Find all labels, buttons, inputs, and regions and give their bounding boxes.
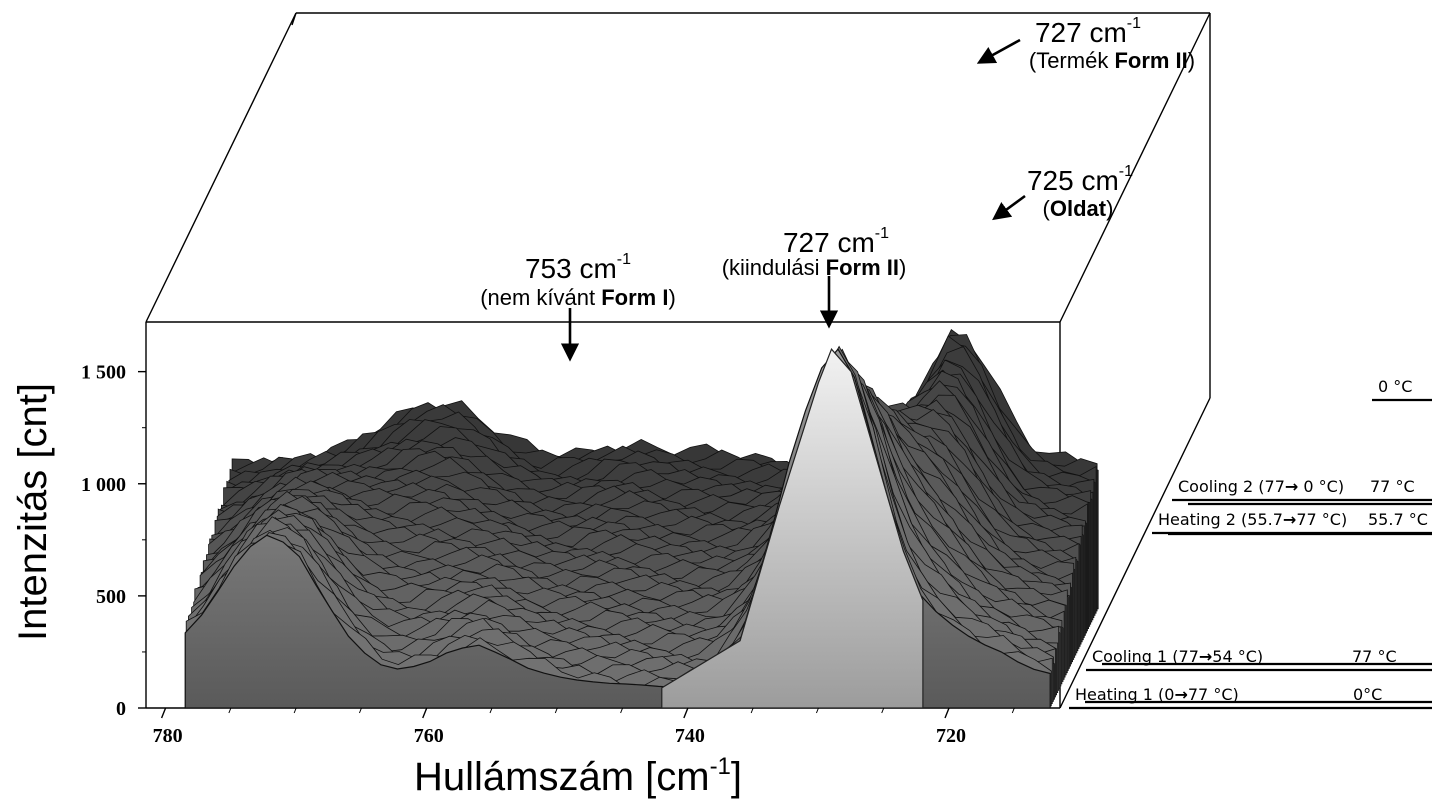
annotation-note-pre: (kiindulási: [722, 255, 826, 280]
stage-label-end: 77 °C): [1296, 510, 1347, 529]
y-tick-label: 500: [96, 586, 126, 608]
annotation-note-pre: (Termék: [1029, 48, 1115, 73]
stage-label-start: Cooling 2 (77: [1178, 477, 1285, 496]
stage-temp: 55.7 °C: [1368, 510, 1428, 529]
stage-temp: 0 °C: [1378, 377, 1412, 396]
annotation-value-text: 725 cm: [1027, 165, 1119, 196]
annotation-sup: -1: [1127, 15, 1141, 32]
annotation-arrow: [976, 38, 1021, 64]
x-minor-tick: [554, 707, 558, 714]
annotation-value: 727 cm-1: [1035, 15, 1141, 48]
annotation-note-pre: (nem kívánt: [480, 285, 601, 310]
stage-temp: 0°C: [1353, 685, 1382, 704]
annotation-sup: -1: [1119, 163, 1133, 180]
x-axis-title-sup: -1: [710, 753, 731, 780]
x-minor-tick: [815, 707, 819, 714]
stage-label-start: Heating 1 (0: [1075, 685, 1174, 704]
waterfall-surface: [184, 328, 1099, 709]
x-minor-tick: [1011, 707, 1015, 714]
stage-label-start: Heating 2 (55.7: [1158, 510, 1283, 529]
x-tick-label: 780: [153, 725, 183, 747]
peak-annotations: 753 cm-1(nem kívánt Form I)727 cm-1(kiin…: [480, 15, 1195, 362]
x-minor-tick: [358, 707, 362, 714]
y-tick-label: 1 500: [81, 362, 126, 384]
annotation-note: (Termék Form II): [1029, 48, 1195, 73]
annotation-note-post: ): [1188, 48, 1195, 73]
x-axis-title-text: Hullámszám [cm: [414, 755, 710, 799]
annotation-note-post: ): [668, 285, 675, 310]
annotation-sup: -1: [875, 225, 889, 242]
x-minor-tick: [620, 707, 624, 714]
annotation-note-post: ): [1106, 196, 1113, 221]
stage-label-end: 0 °C): [1298, 477, 1344, 496]
annotation-note-bold: Form II: [826, 255, 899, 280]
annotation-value: 753 cm-1: [525, 251, 631, 284]
x-minor-tick: [750, 707, 754, 714]
x-tick-label: 740: [675, 725, 705, 747]
stage-arrow: →: [1283, 510, 1296, 529]
x-minor-tick: [489, 707, 493, 714]
annotation-note-bold: Form II: [1114, 48, 1187, 73]
annotation-arrow: [992, 194, 1026, 221]
x-axis-title-close: ]: [731, 755, 742, 799]
x-axis-title: Hullámszám [cm-1]: [414, 753, 742, 799]
annotation-note: (Oldat): [1043, 196, 1114, 221]
annotation-note-bold: Oldat: [1050, 196, 1107, 221]
annotation-note-post: ): [899, 255, 906, 280]
annotation-sup: -1: [617, 251, 631, 268]
annotation-value: 727 cm-1: [783, 225, 889, 258]
x-tick: [683, 707, 689, 719]
x-tick: [160, 707, 167, 719]
stage-label-end: 77 °C): [1188, 685, 1239, 704]
annotation-note-bold: Form I: [601, 285, 668, 310]
x-minor-tick: [228, 707, 232, 714]
annotation-note: (kiindulási Form II): [722, 255, 907, 280]
stage-label: Heating 2 (55.7→77 °C): [1158, 510, 1347, 529]
y-tick-label: 1 000: [81, 474, 126, 496]
annotation-value-text: 727 cm: [1035, 17, 1127, 48]
stage-temp: 77 °C: [1352, 647, 1397, 666]
annotation-note-pre: (: [1043, 196, 1051, 221]
stage-temp: 77 °C: [1370, 477, 1415, 496]
x-tick: [944, 707, 950, 719]
x-tick-label: 720: [936, 725, 966, 747]
x-minor-tick: [293, 707, 297, 714]
stage-label: Heating 1 (0→77 °C): [1075, 685, 1239, 704]
y-axis-title: Intenzitás [cnt]: [11, 383, 55, 641]
x-tick: [422, 707, 428, 719]
annotation-value-text: 753 cm: [525, 253, 617, 284]
stage-arrow: →: [1285, 477, 1298, 496]
annotation-value: 725 cm-1: [1027, 163, 1133, 196]
x-minor-tick: [881, 707, 885, 714]
stage-arrow: →: [1199, 647, 1212, 666]
axes: 0 500 1 000 1 500 780 760 740 720: [81, 362, 1015, 747]
annotation-note: (nem kívánt Form I): [480, 285, 676, 310]
stage-label: Cooling 2 (77→ 0 °C): [1178, 477, 1344, 496]
x-tick-label: 760: [414, 725, 444, 747]
stage-label-start: Cooling 1 (77: [1092, 647, 1199, 666]
central-peak: [661, 348, 924, 709]
annotation-value-text: 727 cm: [783, 227, 875, 258]
y-tick-label: 0: [116, 698, 126, 720]
stage-arrow: →: [1174, 685, 1187, 704]
stage-label-end: 54 °C): [1212, 647, 1263, 666]
stage-label: Cooling 1 (77→54 °C): [1092, 647, 1263, 666]
